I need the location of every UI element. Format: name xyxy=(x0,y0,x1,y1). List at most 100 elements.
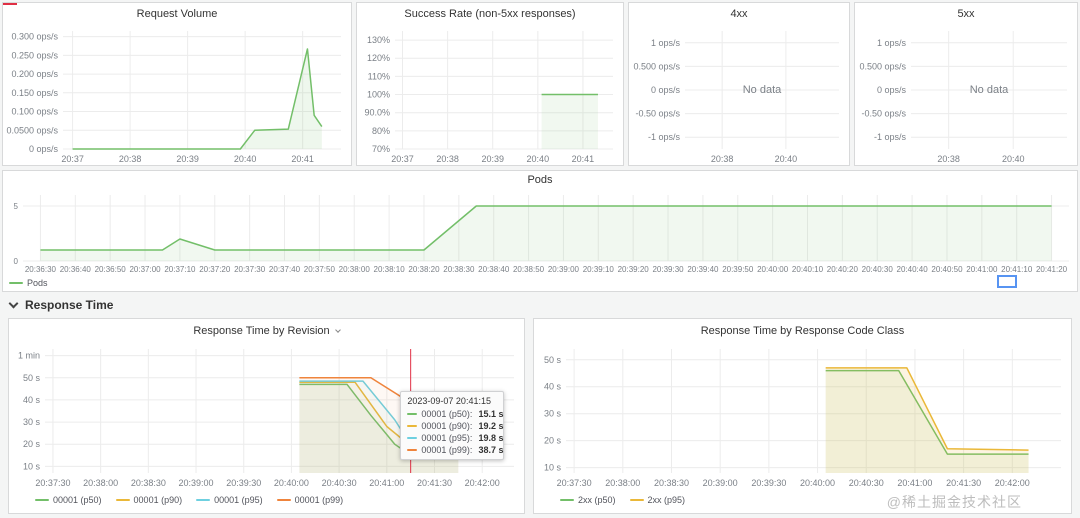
panel-title-rt-by-revision[interactable]: Response Time by Revision xyxy=(9,319,524,343)
svg-text:20:38: 20:38 xyxy=(119,154,142,164)
svg-text:20:41:30: 20:41:30 xyxy=(417,478,452,488)
svg-text:0.200 ops/s: 0.200 ops/s xyxy=(11,69,58,79)
svg-text:20:36:30: 20:36:30 xyxy=(25,265,57,274)
svg-text:5: 5 xyxy=(14,202,19,211)
legend-item[interactable]: 00001 (p99) xyxy=(276,495,344,505)
svg-text:20:38:40: 20:38:40 xyxy=(478,265,510,274)
svg-text:80%: 80% xyxy=(372,126,390,136)
svg-text:20:38:30: 20:38:30 xyxy=(654,478,689,488)
panel-pods: Pods 5 0 20:36:30 20:36:40 20:36:50 20:37:00 2… xyxy=(2,170,1078,292)
rt-by-code-class-legend: 2xx (p50) 2xx (p95) xyxy=(534,489,1071,511)
svg-text:50 s: 50 s xyxy=(23,373,41,383)
svg-text:-1 ops/s: -1 ops/s xyxy=(874,132,907,142)
bottom-panel-row: Response Time by Revision 2023-09-07 20:… xyxy=(2,318,1078,514)
legend-swatch xyxy=(115,499,130,501)
panel-title-5xx[interactable]: 5xx xyxy=(957,8,975,20)
svg-text:1 ops/s: 1 ops/s xyxy=(877,38,907,48)
svg-text:20:40:50: 20:40:50 xyxy=(931,265,963,274)
svg-text:130%: 130% xyxy=(367,35,390,45)
svg-text:20:40: 20:40 xyxy=(234,154,257,164)
svg-text:20:38:30: 20:38:30 xyxy=(443,265,475,274)
svg-text:20:37:30: 20:37:30 xyxy=(557,478,592,488)
svg-text:20:39:50: 20:39:50 xyxy=(722,265,754,274)
tooltip-series-label: 00001 (p90): xyxy=(421,421,473,431)
success-rate-chart[interactable]: 130% 120% 110% 100% 90.0% 80% 70% 20:37 20:38 20:… xyxy=(357,25,623,165)
svg-text:20 s: 20 s xyxy=(544,436,562,446)
panel-title-4xx[interactable]: 4xx xyxy=(730,8,748,20)
svg-text:20:37: 20:37 xyxy=(61,154,84,164)
svg-text:20:37:50: 20:37:50 xyxy=(304,265,336,274)
legend-swatch xyxy=(9,282,23,284)
panel-4xx: 4xx 1 ops/s 0.500 ops/s 0 ops/s -0.50 ops/s… xyxy=(628,2,850,166)
row-title: Response Time xyxy=(25,298,114,312)
svg-text:20:39:30: 20:39:30 xyxy=(226,478,261,488)
svg-text:20:39:00: 20:39:00 xyxy=(179,478,214,488)
svg-text:0.500 ops/s: 0.500 ops/s xyxy=(633,61,680,71)
response-time-by-code-class-chart[interactable]: 50 s 40 s 30 s 20 s 10 s 20:37:30 20:38:00 20:3… xyxy=(534,343,1071,489)
legend-item[interactable]: Pods xyxy=(9,278,48,288)
svg-text:40 s: 40 s xyxy=(23,395,41,405)
response-time-by-revision-chart[interactable]: 2023-09-07 20:41:15 00001 (p50): 15.1 s 00… xyxy=(9,343,524,489)
legend-label: Pods xyxy=(27,278,48,288)
svg-text:20:42:00: 20:42:00 xyxy=(465,478,500,488)
panel-title-rt-by-code-class[interactable]: Response Time by Response Code Class xyxy=(534,319,1071,343)
legend-swatch xyxy=(560,499,574,501)
svg-text:20:36:50: 20:36:50 xyxy=(95,265,127,274)
legend-label: 00001 (p99) xyxy=(294,495,344,505)
svg-text:20:36:40: 20:36:40 xyxy=(60,265,92,274)
svg-text:20:39:00: 20:39:00 xyxy=(703,478,738,488)
tooltip-series-value: 19.2 s xyxy=(478,421,504,431)
svg-text:20:38:00: 20:38:00 xyxy=(339,265,371,274)
panel-title-request-volume[interactable]: Request Volume xyxy=(136,8,218,20)
4xx-chart[interactable]: 1 ops/s 0.500 ops/s 0 ops/s -0.50 ops/s -1 o… xyxy=(629,25,849,165)
svg-text:20:37:10: 20:37:10 xyxy=(164,265,196,274)
svg-text:100%: 100% xyxy=(367,90,390,100)
chart-tooltip: 2023-09-07 20:41:15 00001 (p50): 15.1 s 00… xyxy=(400,391,505,460)
svg-text:20:41:00: 20:41:00 xyxy=(897,478,932,488)
svg-text:20:38: 20:38 xyxy=(436,154,459,164)
svg-text:20 s: 20 s xyxy=(23,439,41,449)
svg-text:20:39:00: 20:39:00 xyxy=(548,265,580,274)
svg-text:20:39:20: 20:39:20 xyxy=(618,265,650,274)
rt-by-revision-legend: 00001 (p50) 00001 (p90) 00001 (p95) 00001 (… xyxy=(9,489,524,511)
svg-text:20:37:20: 20:37:20 xyxy=(199,265,231,274)
tooltip-row: 00001 (p90): 19.2 s xyxy=(407,421,503,431)
svg-text:20:38:10: 20:38:10 xyxy=(374,265,406,274)
legend-item[interactable]: 2xx (p50) xyxy=(560,495,616,505)
tooltip-row: 00001 (p99): 38.7 s xyxy=(407,445,503,455)
legend-swatch xyxy=(196,499,211,501)
legend-item[interactable]: 00001 (p90) xyxy=(115,495,182,505)
svg-text:1 min: 1 min xyxy=(18,351,40,361)
svg-text:20:40:00: 20:40:00 xyxy=(757,265,789,274)
svg-text:0.0500 ops/s: 0.0500 ops/s xyxy=(6,125,58,135)
svg-text:20:40:00: 20:40:00 xyxy=(274,478,309,488)
panel-title-success-rate[interactable]: Success Rate (non-5xx responses) xyxy=(404,8,576,20)
tooltip-series-swatch xyxy=(407,449,418,451)
request-volume-chart[interactable]: 0.300 ops/s 0.250 ops/s 0.200 ops/s 0.150 o… xyxy=(3,25,351,165)
svg-text:20:37:40: 20:37:40 xyxy=(269,265,301,274)
panel-title-pods[interactable]: Pods xyxy=(527,174,553,186)
row-header-response-time[interactable]: Response Time xyxy=(2,292,1078,318)
svg-text:0.300 ops/s: 0.300 ops/s xyxy=(11,32,58,42)
svg-text:30 s: 30 s xyxy=(23,417,41,427)
pods-legend: Pods xyxy=(3,275,1077,291)
svg-text:0 ops/s: 0 ops/s xyxy=(877,85,907,95)
svg-text:0.500 ops/s: 0.500 ops/s xyxy=(859,61,906,71)
legend-label: 00001 (p95) xyxy=(214,495,263,505)
legend-item[interactable]: 00001 (p50) xyxy=(35,495,102,505)
svg-text:20:41: 20:41 xyxy=(572,154,595,164)
svg-text:20:41:30: 20:41:30 xyxy=(946,478,981,488)
legend-item[interactable]: 2xx (p95) xyxy=(629,495,685,505)
svg-text:20:39: 20:39 xyxy=(176,154,199,164)
tooltip-series-value: 19.8 s xyxy=(478,433,504,443)
pods-chart[interactable]: 5 0 20:36:30 20:36:40 20:36:50 20:37:00 20:37:… xyxy=(3,189,1077,275)
5xx-chart[interactable]: 1 ops/s 0.500 ops/s 0 ops/s -0.50 ops/s -1 o… xyxy=(855,25,1077,165)
panel-loading-indicator xyxy=(3,3,17,5)
svg-text:20:39: 20:39 xyxy=(481,154,504,164)
legend-item[interactable]: 00001 (p95) xyxy=(196,495,263,505)
svg-text:20:42:00: 20:42:00 xyxy=(995,478,1030,488)
pods-focus-outline-box[interactable] xyxy=(997,275,1017,288)
svg-text:20:40: 20:40 xyxy=(775,154,798,164)
tooltip-series-swatch xyxy=(407,413,418,415)
top-panel-row: Request Volume 0.300 ops/s 0.250 ops/s 0.2… xyxy=(2,2,1078,166)
